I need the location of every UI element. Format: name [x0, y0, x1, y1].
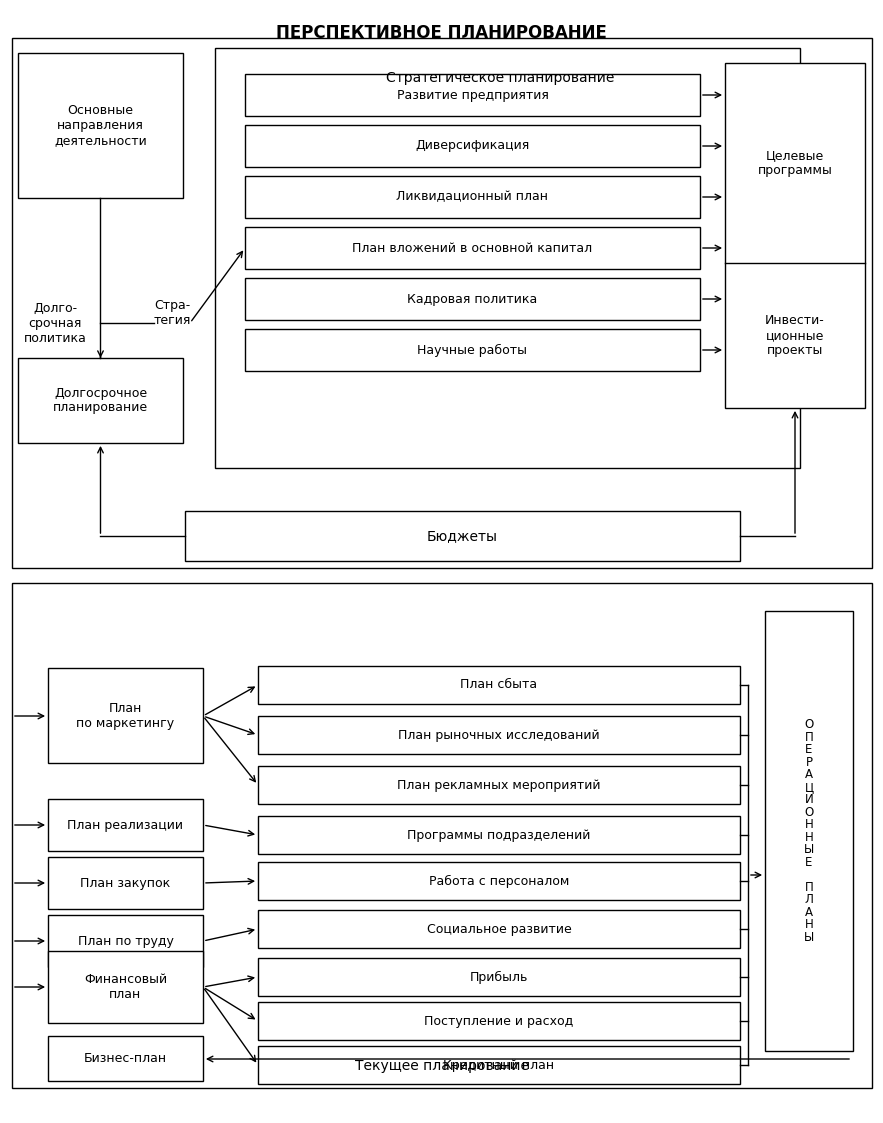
Text: Поступление и расход: Поступление и расход [425, 1014, 574, 1028]
Bar [258, 1046, 740, 1084]
Text: Бюджеты: Бюджеты [427, 529, 498, 544]
Bar [258, 766, 740, 804]
Bar [245, 125, 700, 167]
Bar [245, 176, 700, 218]
Text: План закупок: План закупок [80, 876, 170, 889]
Text: Стратегическое планирование: Стратегическое планирование [386, 71, 615, 85]
Text: Целевые
программы: Целевые программы [758, 149, 833, 177]
Bar [48, 915, 203, 967]
Bar [48, 857, 203, 909]
Bar [725, 63, 865, 408]
Text: ПЕРСПЕКТИВНОЕ ПЛАНИРОВАНИЕ: ПЕРСПЕКТИВНОЕ ПЛАНИРОВАНИЕ [276, 24, 607, 42]
Bar [258, 958, 740, 996]
Bar [18, 358, 183, 442]
Text: Ликвидационный план: Ликвидационный план [396, 191, 548, 203]
Text: Долго-
срочная
политика: Долго- срочная политика [24, 301, 87, 345]
Text: План вложений в основной капитал: План вложений в основной капитал [352, 241, 592, 255]
Text: Социальное развитие: Социальное развитие [426, 922, 571, 935]
Text: Научные работы: Научные работы [418, 344, 527, 356]
Text: Кредитный план: Кредитный план [443, 1059, 555, 1071]
Text: Основные
направления
деятельности: Основные направления деятельности [54, 104, 147, 147]
Bar [258, 862, 740, 900]
Bar [258, 816, 740, 853]
Text: Прибыль: Прибыль [470, 970, 528, 984]
Bar [18, 53, 183, 198]
Text: Долгосрочное
планирование: Долгосрочное планирование [53, 386, 148, 414]
Bar [258, 666, 740, 704]
Bar [258, 716, 740, 754]
Bar [48, 798, 203, 851]
Bar [245, 74, 700, 116]
Bar [258, 910, 740, 948]
Bar [185, 511, 740, 562]
Text: План рекламных мероприятий: План рекламных мероприятий [397, 778, 600, 792]
Bar [48, 951, 203, 1023]
Text: Текущее планирование: Текущее планирование [355, 1059, 529, 1072]
Text: План рыночных исследований: План рыночных исследований [398, 729, 600, 741]
Bar [245, 329, 700, 371]
Text: План по труду: План по труду [78, 934, 173, 948]
Bar [12, 583, 872, 1088]
Bar [48, 1037, 203, 1081]
Bar [245, 227, 700, 270]
Text: Кадровая политика: Кадровая политика [407, 292, 538, 305]
Text: План реализации: План реализации [67, 819, 184, 831]
Text: План сбыта: План сбыта [460, 678, 538, 692]
Bar [245, 279, 700, 320]
Text: Финансовый
план: Финансовый план [84, 973, 167, 1001]
Text: О
П
Е
Р
А
Ц
И
О
Н
Н
Ы
Е
 
П
Л
А
Н
Ы: О П Е Р А Ц И О Н Н Ы Е П Л А Н Ы [804, 719, 814, 943]
Text: Развитие предприятия: Развитие предприятия [396, 89, 548, 101]
Bar [48, 668, 203, 763]
Text: План
по маркетингу: План по маркетингу [77, 702, 175, 730]
Text: Работа с персоналом: Работа с персоналом [429, 875, 570, 887]
Text: Стра-
тегия: Стра- тегия [154, 299, 191, 327]
Bar [215, 48, 800, 468]
Text: Диверсификация: Диверсификация [415, 139, 530, 153]
Text: Программы подразделений: Программы подразделений [407, 829, 591, 841]
Text: Инвести-
ционные
проекты: Инвести- ционные проекты [766, 314, 825, 357]
Text: Бизнес-план: Бизнес-план [84, 1052, 167, 1065]
Bar [258, 1002, 740, 1040]
Bar [12, 38, 872, 568]
Bar [765, 611, 853, 1051]
